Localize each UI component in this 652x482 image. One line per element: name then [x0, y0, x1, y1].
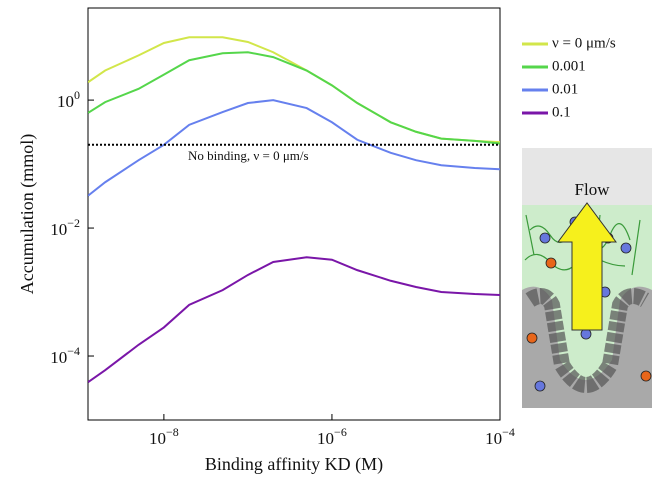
inset-label: Flow	[575, 180, 611, 199]
x-tick-label: 10−4	[485, 425, 515, 448]
legend-label: 0.001	[552, 58, 586, 74]
series-line	[88, 256, 500, 384]
legend-label: 0.01	[552, 81, 578, 97]
series-line	[88, 36, 500, 144]
legend-label: ν = 0 μm/s	[552, 35, 616, 51]
series-line	[88, 99, 500, 197]
y-tick-label: 10−4	[50, 344, 80, 367]
x-tick-label: 10−8	[149, 425, 179, 448]
x-tick-label: 10−6	[317, 425, 347, 448]
reference-label: No binding, ν = 0 μm/s	[188, 148, 309, 163]
y-tick-label: 10−2	[50, 216, 80, 239]
x-axis-label: Binding affinity KD (M)	[205, 454, 383, 475]
plot-frame	[87, 7, 501, 421]
y-axis-label: Accumulation (mmol)	[17, 134, 38, 294]
plot-area	[88, 36, 500, 384]
inset-illustration: Flow	[522, 148, 652, 408]
legend-label: 0.1	[552, 104, 571, 120]
series-line	[88, 51, 500, 145]
y-tick-label: 100	[57, 88, 80, 111]
